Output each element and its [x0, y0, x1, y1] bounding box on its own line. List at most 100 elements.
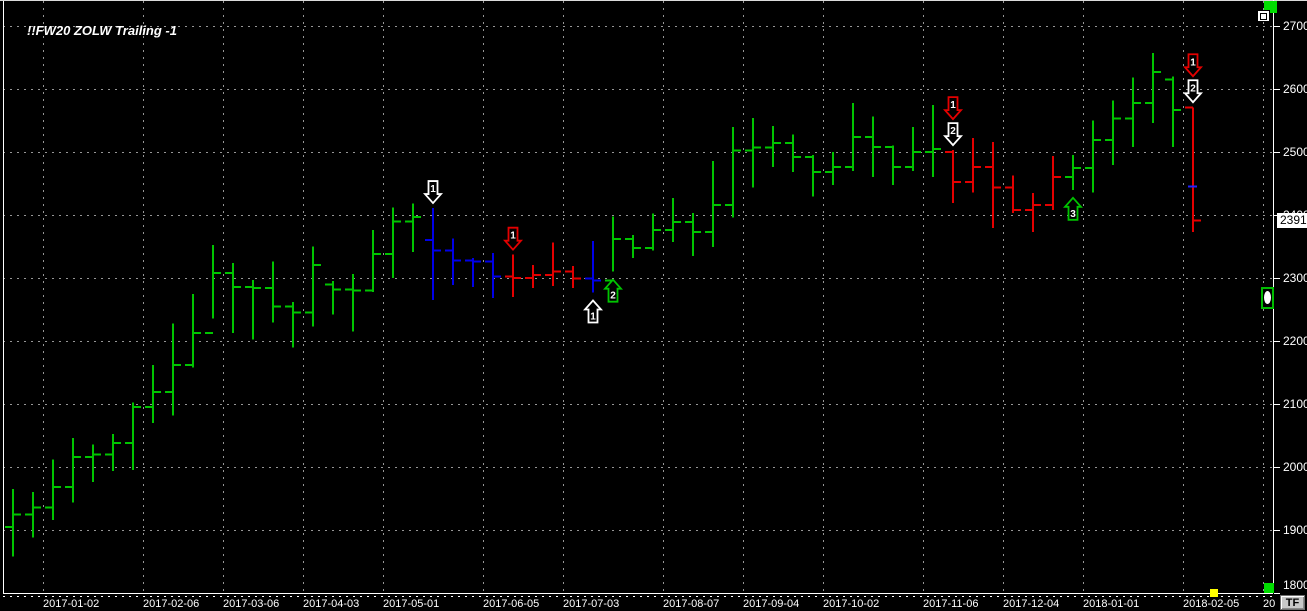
x-axis-label: 2017-03-06: [223, 598, 279, 610]
price-bar: [1085, 120, 1101, 193]
price-bar: [1045, 155, 1061, 210]
x-axis-label: 2017-09-04: [743, 598, 799, 610]
x-axis-label: 2017-07-03: [563, 598, 619, 610]
x-axis-label: 2018-02-05: [1183, 598, 1239, 610]
signal-arrow-up-icon: 1: [582, 299, 604, 324]
price-bar: [165, 323, 181, 416]
arrow-shape: [1062, 196, 1084, 221]
axis-yellow-marker: [1210, 589, 1218, 597]
price-bar: [1065, 155, 1081, 190]
bottom-right-green-marker[interactable]: [1264, 583, 1274, 593]
signal-arrow-up-icon: 3: [1062, 196, 1084, 221]
arrow-shape: [602, 278, 624, 303]
y-axis-label: 1800: [1283, 578, 1307, 592]
y-axis-label: 2200: [1283, 334, 1307, 348]
signal-arrow-down-icon: 1: [942, 96, 964, 121]
y-axis-label: 2600: [1283, 82, 1307, 96]
x-axis-label: 2017-11-06: [923, 598, 978, 610]
price-bar: [505, 254, 521, 297]
price-bar: [1105, 100, 1121, 166]
price-bar: [585, 240, 601, 293]
arrow-number: 2: [950, 126, 956, 137]
price-bar: [965, 138, 981, 193]
price-bar: [1025, 192, 1041, 233]
price-bar: [885, 145, 901, 185]
signal-arrow-down-icon: 2: [942, 122, 964, 147]
x-axis-label: 2017-01-02: [43, 598, 99, 610]
price-bar: [45, 459, 61, 520]
y-axis-label: 2700: [1283, 19, 1307, 33]
price-bar: [305, 246, 321, 327]
price-bar: [565, 266, 581, 289]
price-bar: [425, 208, 441, 301]
x-axis-label: 2017-04-03: [303, 598, 359, 610]
price-bar: [825, 152, 841, 185]
y-axis-label: 2300: [1283, 271, 1307, 285]
x-axis-label: 2017-08-07: [663, 598, 719, 610]
arrow-number: 1: [590, 311, 596, 322]
price-bar: [465, 257, 481, 287]
arrow-number: 1: [1190, 57, 1196, 68]
arrow-number: 1: [510, 231, 516, 242]
right-scrollbar-thumb[interactable]: [1261, 287, 1274, 309]
arrow-shape: [422, 180, 444, 205]
x-axis-label: 2017-02-06: [143, 598, 199, 610]
price-bar: [485, 252, 501, 299]
price-bar: [945, 150, 961, 204]
arrow-number: 3: [1070, 209, 1076, 220]
arrow-shape: [1182, 53, 1204, 78]
x-axis-label: 2018-01-01: [1083, 598, 1139, 610]
price-bar: [325, 281, 341, 315]
restore-window-inner-square: [1260, 13, 1267, 20]
arrow-number: 2: [1190, 83, 1196, 94]
price-bar: [545, 242, 561, 287]
last-price-box: 2391: [1277, 213, 1307, 228]
price-bar: [625, 235, 641, 258]
y-axis-label: 2100: [1283, 397, 1307, 411]
price-bar: [865, 116, 881, 178]
price-bar: [605, 216, 621, 282]
price-bar: [645, 213, 661, 251]
price-bar: [205, 245, 221, 334]
price-bar: [1185, 106, 1201, 233]
arrow-number: 1: [430, 184, 436, 195]
signal-arrow-down-icon: 2: [1182, 79, 1204, 104]
scrollbar-thumb-dot-icon: [1264, 291, 1271, 304]
timeframe-button[interactable]: TF: [1280, 595, 1305, 610]
price-bar: [705, 160, 721, 248]
price-bar: [345, 274, 361, 332]
price-bar: [725, 126, 741, 218]
price-bar: [785, 134, 801, 173]
price-bar: [445, 238, 461, 285]
arrow-shape: [942, 122, 964, 147]
signal-arrow-down-icon: 1: [502, 226, 524, 252]
price-bar: [665, 197, 681, 243]
price-bar: [5, 489, 21, 557]
price-bar: [1165, 76, 1181, 147]
arrow-shape: [942, 96, 964, 121]
y-axis-label: 2500: [1283, 145, 1307, 159]
y-axis-label: 2000: [1283, 460, 1307, 474]
arrow-number: 1: [950, 100, 956, 111]
price-bar: [405, 203, 421, 253]
price-bar: [105, 434, 121, 471]
price-bar: [525, 264, 541, 289]
price-bar: [25, 492, 41, 538]
price-bar: [1005, 175, 1021, 214]
price-bar: [285, 301, 301, 348]
price-bar: [905, 126, 921, 171]
price-bar: [765, 126, 781, 168]
signal-arrow-down-icon: 1: [422, 180, 444, 205]
arrow-shape: [502, 226, 524, 252]
price-bar: [745, 117, 761, 188]
price-bar: [245, 279, 261, 340]
x-axis-label: 2017-06-05: [483, 598, 539, 610]
y-axis-label: 1900: [1283, 523, 1307, 537]
x-axis-label: 2017-12-04: [1003, 598, 1059, 610]
price-bar: [845, 102, 861, 171]
price-bar: [385, 207, 401, 278]
restore-window-icon[interactable]: [1257, 10, 1270, 22]
x-axis-label: 2017-10-02: [823, 598, 879, 610]
